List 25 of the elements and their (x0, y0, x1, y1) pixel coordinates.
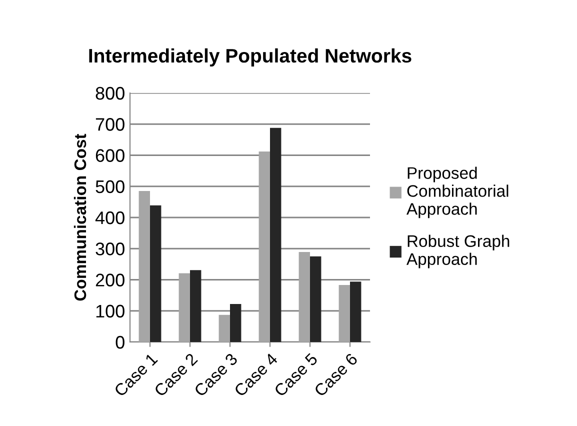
y-tick-label: 800 (96, 86, 124, 100)
bar (190, 270, 202, 342)
bar (138, 191, 150, 342)
bar (310, 256, 322, 342)
bar (258, 152, 270, 342)
y-tick-label: 300 (96, 242, 124, 256)
bar (178, 273, 190, 342)
bar (350, 282, 362, 342)
bar (338, 285, 350, 342)
y-tick-label: 600 (96, 149, 124, 162)
legend-label: Robust Graph Approach (406, 234, 510, 268)
chart-title: Intermediately Populated Networks (89, 48, 412, 66)
bar (218, 314, 230, 342)
y-tick-label: 0 (116, 336, 124, 349)
legend-label: Proposed Combinatorial Approach (406, 166, 508, 218)
y-tick-label: 200 (96, 274, 124, 286)
y-tick-label: 400 (95, 211, 124, 224)
bar (150, 205, 162, 342)
y-tick-label: 100 (96, 304, 124, 318)
bar (298, 252, 310, 342)
y-tick-label: 500 (96, 180, 124, 194)
bar (270, 128, 282, 342)
bar (230, 304, 242, 342)
y-axis-title: Communication Cost (74, 134, 86, 301)
y-tick-label: 700 (96, 118, 124, 131)
